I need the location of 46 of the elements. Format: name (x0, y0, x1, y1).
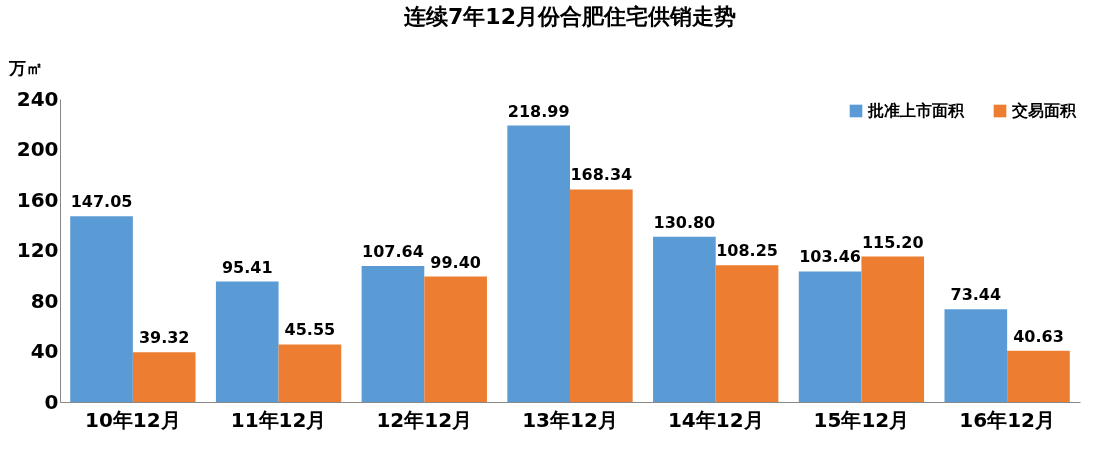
y-tick-label: 80 (30, 288, 59, 313)
x-tick-label: 10年12月 (85, 407, 181, 432)
data-label: 45.55 (284, 320, 336, 340)
bar (361, 266, 425, 402)
x-tick-label: 16年12月 (959, 407, 1055, 432)
bar (570, 189, 633, 402)
y-tick-label: 240 (16, 86, 59, 111)
bar (507, 125, 570, 402)
data-label: 107.64 (362, 242, 424, 262)
bar (215, 281, 279, 402)
y-axis-title: 万㎡ (7, 57, 43, 78)
y-tick-label: 120 (16, 238, 59, 262)
legend-label: 交易面积 (1011, 101, 1077, 120)
bar (1007, 350, 1070, 402)
bar (132, 352, 196, 402)
x-tick-label: 13年12月 (522, 407, 618, 432)
data-label: 103.46 (799, 247, 861, 267)
chart-title: 连续7年12月份合肥住宅供销走势 (403, 4, 736, 29)
y-tick-label: 40 (30, 339, 59, 363)
bar (70, 216, 133, 402)
data-label: 168.34 (570, 165, 633, 185)
bar (861, 256, 925, 402)
bar (278, 344, 342, 402)
bar (944, 309, 1008, 402)
data-label: 108.25 (716, 241, 778, 261)
x-tick-label: 12年12月 (376, 407, 473, 432)
data-label: 39.32 (138, 328, 190, 348)
data-label: 130.80 (653, 212, 716, 232)
data-label: 218.99 (507, 101, 570, 121)
x-tick-label: 11年12月 (230, 407, 327, 432)
bar (798, 271, 862, 402)
y-tick-label: 0 (44, 389, 59, 414)
data-label: 95.41 (221, 257, 273, 277)
data-label: 99.40 (430, 252, 481, 272)
y-tick-label: 160 (16, 187, 59, 212)
data-label: 73.44 (950, 285, 1002, 305)
data-label: 40.63 (1013, 326, 1064, 346)
bar (715, 265, 779, 402)
bar (653, 236, 716, 402)
x-tick-label: 14年12月 (667, 407, 764, 432)
y-tick-label: 200 (16, 137, 59, 161)
bar (424, 276, 487, 402)
x-tick-label: 15年12月 (813, 407, 910, 432)
data-label: 147.05 (70, 192, 133, 212)
legend-label: 批准上市面积 (867, 101, 965, 120)
data-label: 115.20 (861, 232, 924, 252)
